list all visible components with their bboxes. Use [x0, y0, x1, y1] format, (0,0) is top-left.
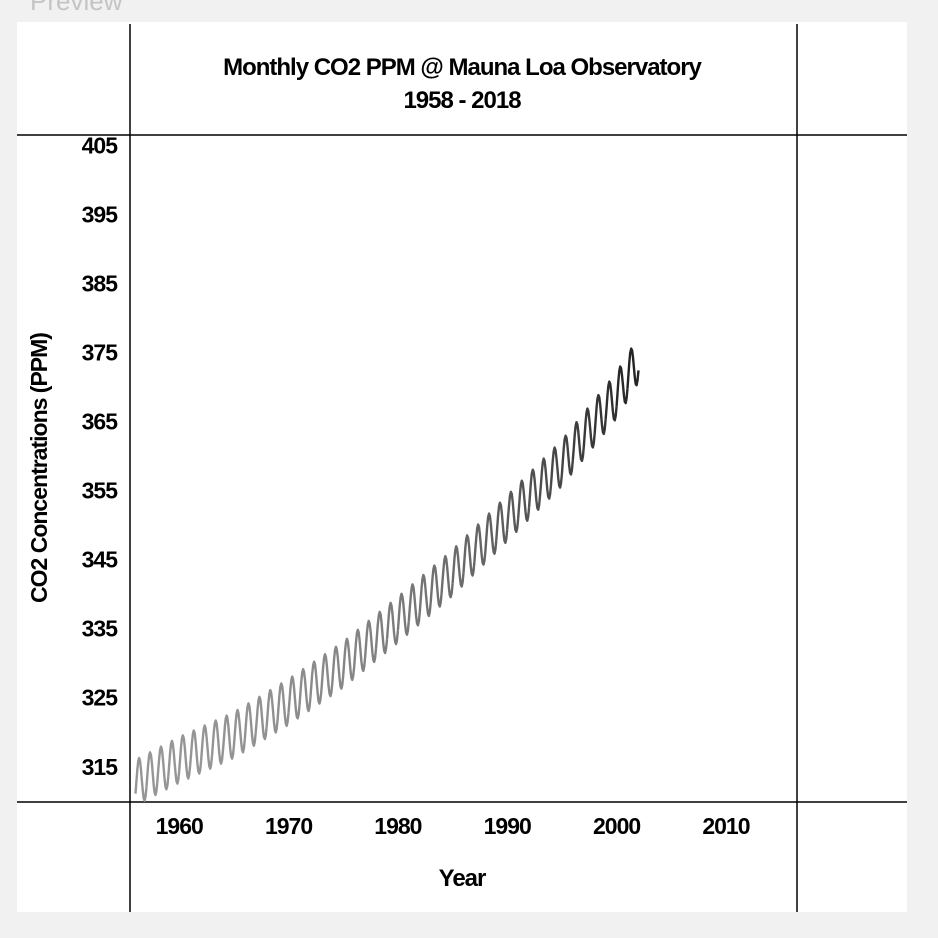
- co2-series-line-segment: [385, 601, 400, 646]
- co2-series-line-segment: [527, 468, 542, 511]
- x-tick-label: 2010: [702, 813, 749, 839]
- co2-series-line-segment: [604, 380, 618, 422]
- chart-subtitle: 1958 - 2018: [403, 87, 521, 114]
- co2-series-line-segment: [254, 695, 268, 741]
- co2-series-line-segment: [549, 446, 564, 489]
- co2-series-line-segment: [418, 573, 432, 618]
- y-tick-label: 405: [82, 132, 119, 158]
- x-axis-label: Year: [439, 865, 486, 892]
- co2-series-line-segment: [484, 512, 498, 555]
- co2-series-line-segment: [462, 534, 476, 577]
- co2-series-line-segment: [396, 592, 410, 636]
- co2-series-line-segment: [593, 393, 607, 436]
- co2-series-line-segment: [134, 756, 148, 802]
- co2-series-line-segment: [517, 479, 531, 522]
- co2-series-line-segment: [331, 645, 345, 690]
- co2-series-line-segment: [287, 675, 301, 720]
- x-tick-label: 1960: [156, 813, 203, 839]
- y-tick-label: 355: [82, 478, 119, 504]
- y-tick-label: 385: [82, 270, 119, 296]
- co2-line-chart: Monthly CO2 PPM @ Mauna Loa Observatory …: [17, 24, 907, 912]
- co2-series-line-segment: [309, 660, 323, 705]
- co2-series-line-segment: [265, 688, 279, 734]
- co2-series-line-segment: [495, 501, 509, 544]
- chart-card: Monthly CO2 PPM @ Mauna Loa Observatory …: [17, 22, 907, 912]
- co2-series-line-segment: [615, 365, 629, 407]
- y-tick-label: 335: [82, 616, 119, 642]
- co2-series-line-segment: [232, 708, 246, 754]
- x-tick-label: 2000: [593, 813, 640, 839]
- co2-series-line-segment: [188, 729, 203, 775]
- x-tick-label: 1990: [484, 813, 531, 839]
- co2-series-line-segment: [363, 619, 378, 664]
- co2-series-line-segment: [571, 421, 585, 463]
- x-tick-label: 1980: [374, 813, 421, 839]
- co2-series-line-segment: [210, 719, 225, 765]
- co2-series-line-segment: [276, 682, 290, 727]
- co2-series-line-segment: [538, 457, 553, 500]
- co2-series-line-segment: [156, 745, 170, 791]
- preview-label: Preview: [30, 0, 123, 16]
- co2-series-line-segment: [429, 564, 443, 608]
- co2-series-line-segment: [374, 610, 389, 655]
- y-tick-label: 365: [82, 409, 119, 435]
- co2-series-line-segment: [221, 714, 236, 760]
- x-tick-label: 1970: [265, 813, 312, 839]
- co2-series-line-segment: [298, 668, 312, 713]
- y-tick-label: 345: [82, 547, 119, 573]
- y-tick-label: 315: [82, 754, 119, 780]
- co2-series-line-segment: [199, 724, 214, 770]
- co2-series-line-segment: [243, 702, 257, 747]
- co2-series-line-segment: [440, 555, 454, 599]
- co2-series-line-segment: [560, 434, 574, 476]
- series-layer: [134, 347, 640, 802]
- y-tick-label: 395: [82, 201, 119, 227]
- co2-series-line-segment: [167, 739, 181, 785]
- co2-series-line-segment: [342, 637, 356, 682]
- co2-series-line-segment: [320, 653, 334, 698]
- co2-series-line-segment: [582, 407, 596, 449]
- co2-series-line-segment: [473, 523, 487, 566]
- co2-series-line-segment: [626, 347, 640, 389]
- co2-series-line-segment: [407, 583, 421, 627]
- co2-series-line-segment: [145, 751, 159, 797]
- co2-series-line-segment: [353, 628, 367, 673]
- y-tick-label: 325: [82, 685, 119, 711]
- chart-title: Monthly CO2 PPM @ Mauna Loa Observatory: [223, 54, 702, 81]
- co2-series-line-segment: [451, 545, 465, 588]
- y-axis-label: CO2 Concentrations (PPM): [26, 333, 52, 603]
- co2-series-line-segment: [178, 734, 192, 780]
- y-tick-label: 375: [82, 340, 119, 366]
- co2-series-line-segment: [506, 490, 520, 533]
